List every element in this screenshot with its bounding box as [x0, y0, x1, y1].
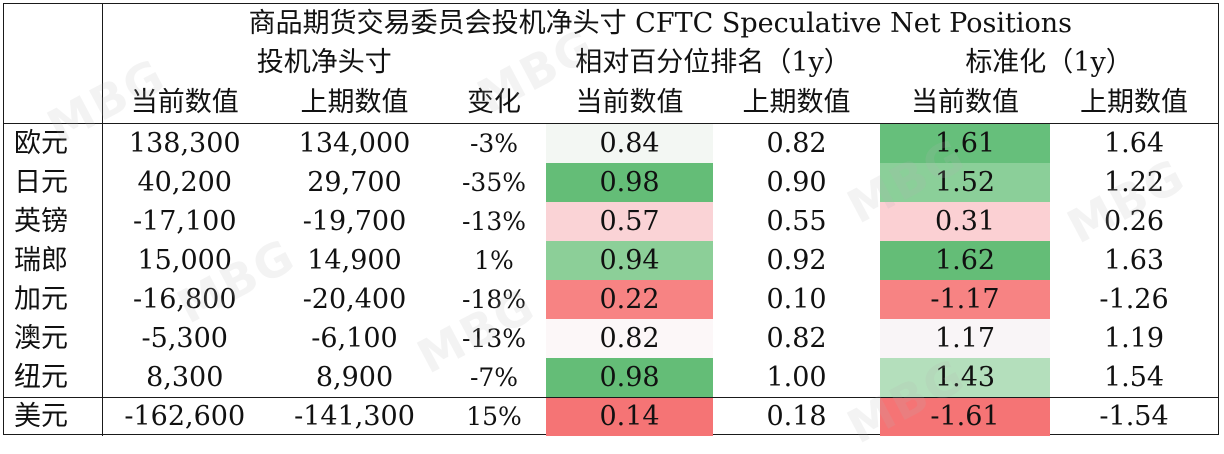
cell-pct-previous: 0.18	[713, 397, 880, 436]
cell-std-current: 0.31	[880, 202, 1050, 241]
currency-name: 欧元	[4, 123, 103, 163]
cell-std-current: 1.17	[880, 319, 1050, 358]
cell-std-current: 1.43	[880, 358, 1050, 398]
cell-net-change: -7%	[469, 362, 519, 392]
cell-std-current: 1.62	[880, 241, 1050, 280]
cell-std-previous: -1.54	[1050, 397, 1219, 436]
cell-std-previous: 1.63	[1103, 244, 1165, 276]
cell-std-previous: 0.26	[1103, 205, 1165, 237]
cell-net-previous: 8,900	[315, 361, 394, 393]
currency-name: 加元	[4, 280, 103, 319]
cell-std-previous: 1.64	[1103, 127, 1165, 159]
table-row: 英镑 -17,100 -19,700 -13% 0.57 0.55 0.31 0.26	[4, 202, 1218, 241]
cell-pct-current: 0.98	[546, 358, 713, 398]
cftc-positions-table: 商品期货交易委员会投机净头寸 CFTC Speculative Net Posi…	[4, 4, 1219, 436]
cell-net-previous: 14,900	[307, 244, 402, 276]
cell-pct-current: 0.14	[546, 397, 713, 436]
cell-net-change: -13%	[461, 323, 526, 353]
positions-table-frame: 商品期货交易委员会投机净头寸 CFTC Speculative Net Posi…	[3, 3, 1219, 454]
cell-pct-previous: 0.90	[766, 166, 827, 198]
cell-net-previous: 134,000	[298, 127, 411, 159]
cell-pct-current: 0.82	[546, 319, 713, 358]
cell-net-current: 8,300	[146, 361, 224, 393]
cell-pct-current: 0.57	[546, 202, 713, 241]
cell-std-previous: 1.22	[1103, 166, 1165, 198]
table-row: 加元 -16,800 -20,400 -18% 0.22 0.10 -1.17 -1.26	[4, 280, 1218, 319]
table-title: 商品期货交易委员会投机净头寸 CFTC Speculative Net Posi…	[248, 8, 1072, 39]
cell-net-previous: 29,700	[307, 166, 402, 198]
cell-pct-previous: 0.55	[766, 205, 827, 237]
cell-net-previous: -19,700	[302, 205, 407, 237]
currency-name: 日元	[4, 163, 103, 202]
cell-pct-previous: 0.82	[766, 322, 827, 354]
corner-cell	[4, 4, 103, 44]
col-header-pct-previous: 上期数值	[713, 82, 880, 124]
cell-net-previous: -141,300	[267, 397, 442, 436]
currency-name: 澳元	[4, 319, 103, 358]
group-header-percentile: 相对百分位排名（1y）	[575, 47, 851, 78]
col-header-net-change: 变化	[442, 82, 546, 124]
cell-pct-previous: 1.00	[766, 361, 827, 393]
cell-net-change: 1%	[474, 245, 514, 275]
currency-name: 瑞郎	[4, 241, 103, 280]
cell-std-current: -1.61	[880, 397, 1050, 436]
group-header-standardized: 标准化（1y）	[965, 47, 1133, 78]
cell-net-current: -16,800	[132, 283, 237, 315]
cell-pct-current: 0.94	[546, 241, 713, 280]
group-header-net: 投机净头寸	[256, 47, 392, 78]
cell-net-current: 40,200	[137, 166, 232, 198]
cell-net-change: -35%	[461, 167, 526, 197]
cell-pct-current: 0.84	[546, 123, 713, 163]
col-header-std-current: 当前数值	[880, 82, 1050, 124]
currency-name: 美元	[4, 397, 103, 436]
cell-net-change: 15%	[442, 397, 546, 436]
cell-net-current: -5,300	[141, 322, 228, 354]
cell-std-current: 1.61	[880, 123, 1050, 163]
cell-std-current: 1.52	[880, 163, 1050, 202]
table-row: 瑞郎 15,000 14,900 1% 0.94 0.92 1.62 1.63	[4, 241, 1218, 280]
cell-net-previous: -6,100	[311, 322, 398, 354]
table-row: 美元 -162,600 -141,300 15% 0.14 0.18 -1.61 -1.54	[4, 397, 1219, 436]
cell-pct-previous: 0.92	[766, 244, 827, 276]
cell-net-current: 138,300	[128, 127, 241, 159]
cell-std-previous: 1.54	[1103, 361, 1165, 393]
cell-net-current: -17,100	[132, 205, 237, 237]
col-header-net-current: 当前数值	[102, 82, 267, 124]
table-row: 欧元 138,300 134,000 -3% 0.84 0.82 1.61 1.64	[4, 123, 1218, 163]
cell-pct-previous: 0.82	[766, 127, 827, 159]
cell-std-current: -1.17	[880, 280, 1050, 319]
currency-name: 英镑	[4, 202, 103, 241]
col-header-pct-current: 当前数值	[546, 82, 713, 124]
cell-net-change: -3%	[469, 128, 519, 158]
table-row: 澳元 -5,300 -6,100 -13% 0.82 0.82 1.17 1.19	[4, 319, 1218, 358]
cell-pct-current: 0.98	[546, 163, 713, 202]
col-header-std-previous: 上期数值	[1050, 82, 1219, 124]
cell-std-previous: -1.26	[1099, 283, 1169, 315]
cell-pct-current: 0.22	[546, 280, 713, 319]
cell-std-previous: 1.19	[1103, 322, 1165, 354]
table-row: 日元 40,200 29,700 -35% 0.98 0.90 1.52 1.22	[4, 163, 1218, 202]
table-row: 纽元 8,300 8,900 -7% 0.98 1.00 1.43 1.54	[4, 358, 1218, 398]
cell-net-current: -162,600	[102, 397, 267, 436]
cell-net-change: -13%	[461, 206, 526, 236]
cell-net-current: 15,000	[137, 244, 232, 276]
cell-net-change: -18%	[461, 284, 526, 314]
currency-name: 纽元	[4, 358, 103, 398]
cell-pct-previous: 0.10	[766, 283, 827, 315]
col-header-net-previous: 上期数值	[267, 82, 442, 124]
cell-net-previous: -20,400	[302, 283, 407, 315]
